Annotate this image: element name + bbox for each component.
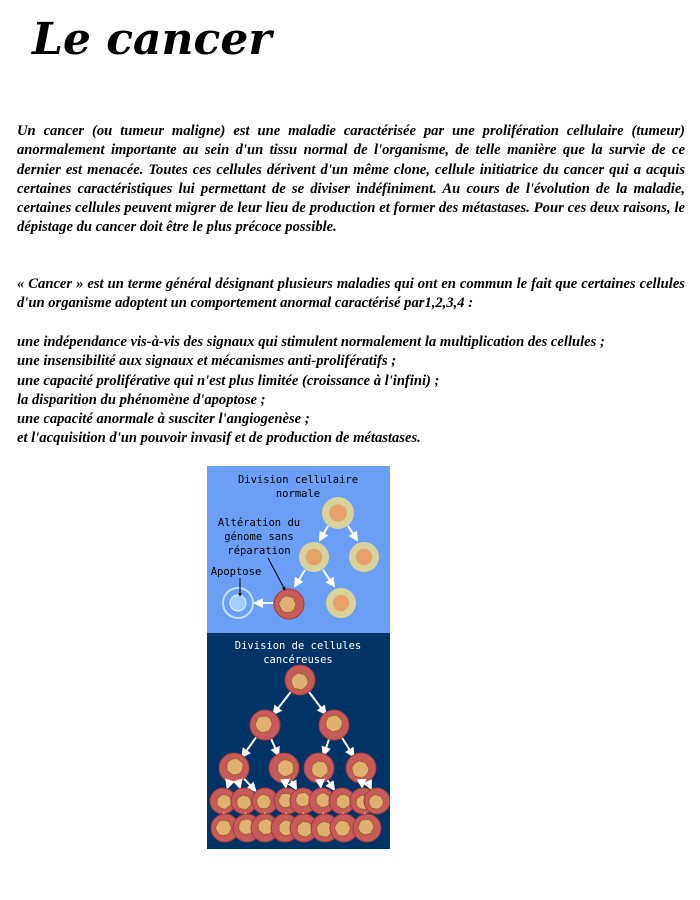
cancer-nucleus [325,714,343,733]
alteration-label: réparation [227,545,290,557]
cancer-nucleus [236,794,252,811]
normal-division-title: normale [276,488,320,500]
cancer-nucleus [357,818,375,836]
cell-division-figure: Division cellulaire normale Altération d… [207,466,390,849]
list-item: la disparition du phénomène d'apoptose ; [17,391,266,408]
arrow [322,569,336,588]
arrow [243,778,257,793]
cell-division-diagram: Division cellulaire normale Altération d… [207,466,390,849]
pointer-line [267,557,286,591]
cancer-nucleus [257,818,274,835]
cancer-nucleus [316,820,333,838]
arrow [321,738,331,757]
cancer-nucleus [277,759,294,777]
arrow [362,779,372,791]
apoptose-label: Apoptose [211,566,262,578]
definition-paragraph: « Cancer » est un terme général désignan… [17,276,685,312]
cancer-nucleus [333,819,352,837]
intro-paragraph: Un cancer (ou tumeur maligne) est une ma… [17,123,685,236]
cancer-nucleus [315,792,331,808]
arrow [272,691,292,716]
cell-nucleus [329,504,347,522]
arrow [287,779,298,791]
characteristics-list: une indépendance vis-à-vis des signaux q… [17,333,685,449]
cancer-nucleus [351,760,370,779]
cancer-division-title: Division de cellules [235,640,361,652]
cancer-nucleus [216,794,232,810]
list-item: une insensibilité aux signaux et mécanis… [17,353,397,370]
cancer-nucleus [226,757,244,776]
list-item: une capacité proliférative qui n'est plu… [17,372,440,389]
cancer-nucleus [254,715,273,734]
arrow [347,525,359,542]
page-title: Le cancer [32,14,272,65]
alteration-label: Altération du [218,517,300,529]
arrow [319,525,329,542]
cell-nucleus [332,594,350,612]
list-item: et l'acquisition d'un pouvoir invasif et… [17,430,421,447]
list-item: une capacité anormale à susciter l'angio… [17,411,310,428]
cancer-nucleus [295,791,311,808]
cell-nucleus [305,548,323,566]
arrow [270,738,280,758]
cancer-nucleus [290,672,309,691]
apoptotic-nucleus [229,594,247,612]
arrow [225,778,235,790]
arrow [341,737,355,758]
cell-nucleus [355,548,373,566]
list-item: une indépendance vis-à-vis des signaux q… [17,334,605,350]
cancer-nucleus [278,595,297,614]
cancer-nucleus [277,792,294,809]
cancer-division-title: cancéreuses [263,654,333,666]
cancer-nucleus [296,821,313,838]
alteration-label: génome sans [224,531,294,543]
normal-division-title: Division cellulaire [238,474,358,486]
arrow [308,691,327,716]
arrow [241,736,258,759]
cancer-nucleus [311,760,329,779]
arrow [232,778,243,790]
cancer-nucleus [237,818,255,836]
cancer-nucleus [255,793,272,810]
cancer-nucleus [335,793,351,810]
cancer-nucleus [368,794,384,810]
cancer-nucleus [214,819,232,837]
arrow [293,569,306,588]
arrow [325,779,336,792]
